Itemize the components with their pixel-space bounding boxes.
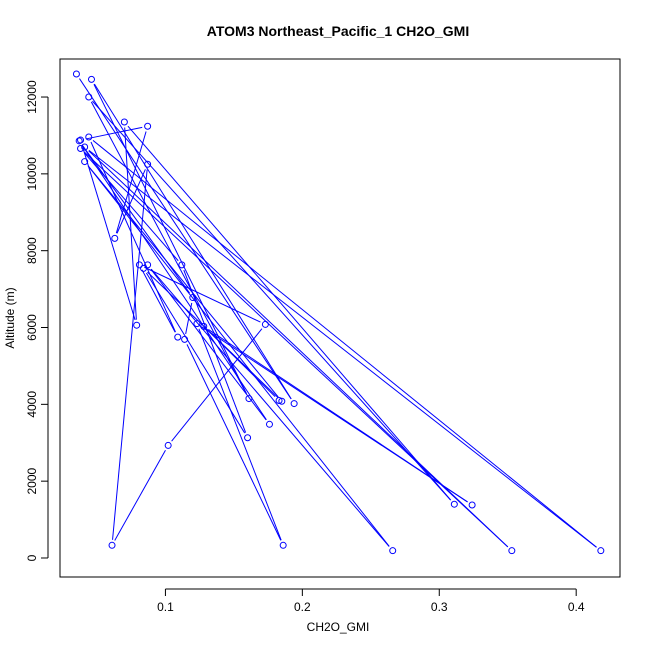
data-point <box>181 335 189 343</box>
chart-title: ATOM3 Northeast_Pacific_1 CH2O_GMI <box>207 23 469 39</box>
series-segment <box>150 268 390 547</box>
series-segment <box>81 145 136 321</box>
x-axis-label: CH2O_GMI <box>307 620 370 634</box>
series-segment <box>115 131 147 234</box>
y-tick-label: 4000 <box>25 391 39 418</box>
y-tick-label: 8000 <box>25 237 39 264</box>
series-segment <box>207 329 276 397</box>
data-point <box>77 145 85 153</box>
series-segment <box>81 144 190 294</box>
data-point <box>244 434 252 442</box>
data-point <box>144 122 152 130</box>
x-tick-label: 0.4 <box>568 600 585 614</box>
data-point <box>140 264 148 272</box>
y-tick-label: 12000 <box>25 80 39 114</box>
series-segment <box>124 127 137 320</box>
series-segment <box>185 302 193 335</box>
data-point <box>389 547 397 555</box>
series-segment <box>150 268 267 421</box>
data-point <box>87 75 95 83</box>
series-segment <box>90 101 247 394</box>
data-point <box>508 547 516 555</box>
series-segment <box>87 165 279 398</box>
y-axis-label: Altitude (m) <box>3 287 17 348</box>
series-segment <box>84 151 509 548</box>
x-axis: 0.1 0.2 0.3 0.4 <box>157 588 585 614</box>
data-point <box>72 70 80 78</box>
series-segment <box>90 141 176 333</box>
y-tick-label: 0 <box>25 554 39 561</box>
x-tick-label: 0.1 <box>157 600 174 614</box>
series-segment <box>92 100 452 501</box>
data-point <box>265 420 273 428</box>
series-segment <box>183 269 247 433</box>
data-point <box>189 294 197 302</box>
series-segment <box>114 449 166 541</box>
data-point <box>133 321 141 329</box>
series-segment <box>79 78 292 400</box>
data-point <box>164 441 172 449</box>
series-segment <box>112 169 148 540</box>
series-segment <box>116 169 146 234</box>
series-segment <box>127 125 452 501</box>
series-segment <box>141 269 176 333</box>
series-segment <box>87 165 390 547</box>
series-segment <box>171 328 263 442</box>
y-tick-label: 10000 <box>25 157 39 191</box>
data-point <box>279 541 287 549</box>
series-segment <box>81 145 267 421</box>
data-point <box>275 396 283 404</box>
plot-area <box>59 58 621 578</box>
data-point <box>120 118 128 126</box>
series-segment <box>93 83 292 400</box>
x-tick-label: 0.3 <box>431 600 448 614</box>
data-point <box>81 158 89 166</box>
x-tick-label: 0.2 <box>294 600 311 614</box>
data-point <box>200 322 208 330</box>
data-point <box>85 93 93 101</box>
series-segment <box>83 152 179 262</box>
y-axis: 0 2000 4000 6000 8000 10000 12000 <box>25 80 49 561</box>
series-segment <box>186 344 282 541</box>
series-segment <box>145 272 246 434</box>
series-segment <box>144 266 261 323</box>
data-point <box>144 261 152 269</box>
series-segment <box>198 328 282 541</box>
y-tick-label: 6000 <box>25 314 39 341</box>
series-segment <box>85 126 143 140</box>
data-point <box>144 160 152 168</box>
series-segment <box>93 84 247 394</box>
data-point <box>135 261 143 269</box>
data-point <box>81 143 89 151</box>
data-point <box>450 500 458 508</box>
data-point <box>178 261 186 269</box>
series-segment <box>208 328 468 503</box>
data-point <box>290 400 298 408</box>
data-point <box>77 136 85 144</box>
data-point <box>85 133 93 141</box>
data-point <box>261 320 269 328</box>
data-point <box>468 501 476 509</box>
data-point <box>174 333 182 341</box>
data-point <box>111 234 119 242</box>
data-point <box>245 395 253 403</box>
series-segment <box>88 149 597 548</box>
series-layer <box>72 70 605 555</box>
series-segment <box>92 140 597 548</box>
series-segment <box>88 150 509 548</box>
y-tick-label: 2000 <box>25 467 39 494</box>
data-point <box>278 397 286 405</box>
data-point <box>108 541 116 549</box>
data-point <box>597 547 605 555</box>
data-point <box>193 320 201 328</box>
data-point <box>75 137 83 145</box>
